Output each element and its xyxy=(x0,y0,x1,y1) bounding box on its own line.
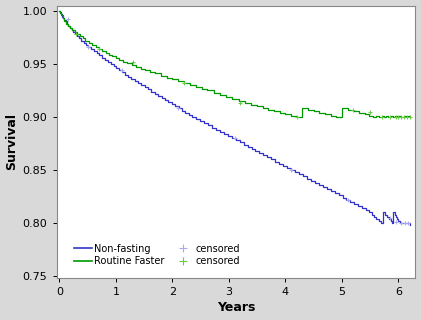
Y-axis label: Survival: Survival xyxy=(5,113,19,171)
Legend: Non-fasting, Routine Faster, censored, censored: Non-fasting, Routine Faster, censored, c… xyxy=(72,242,242,268)
X-axis label: Years: Years xyxy=(217,301,255,315)
